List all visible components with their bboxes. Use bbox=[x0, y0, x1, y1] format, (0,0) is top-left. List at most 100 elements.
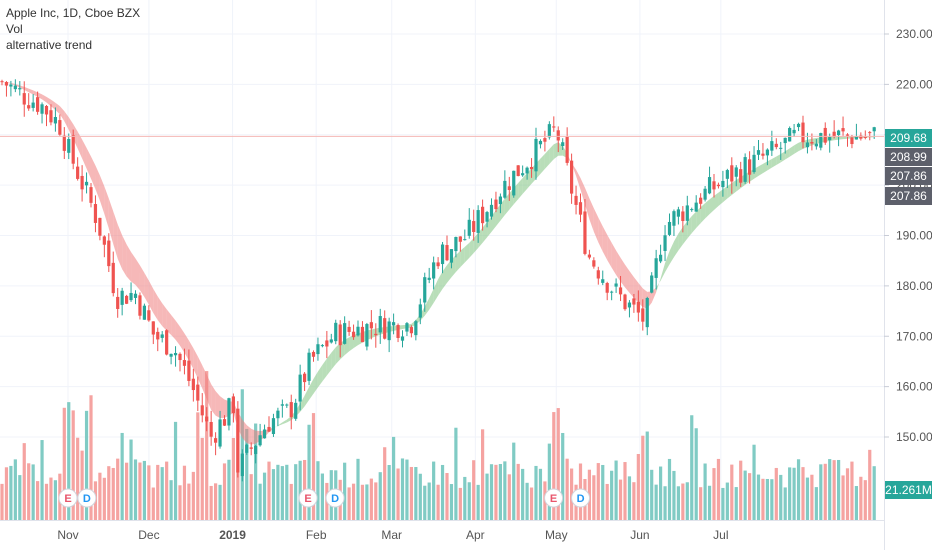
trend-band-segment bbox=[464, 242, 470, 263]
candle-body bbox=[40, 104, 44, 114]
volume-bar bbox=[392, 436, 396, 520]
candle-body bbox=[98, 217, 102, 236]
x-tick-label: Jun bbox=[630, 528, 649, 542]
time-axis: Nov Dec 2019 Feb Mar Apr May Jun Jul bbox=[57, 528, 728, 542]
candle-body bbox=[730, 165, 734, 182]
trend-band-segment bbox=[771, 156, 777, 168]
candle-body bbox=[400, 336, 405, 341]
volume-bar bbox=[200, 437, 204, 520]
volume-bar bbox=[245, 428, 249, 520]
candle-body bbox=[383, 318, 387, 339]
volume-bar bbox=[169, 480, 173, 520]
trend-band-segment bbox=[104, 186, 109, 229]
volume-badge-bg bbox=[885, 481, 932, 499]
price-label-2: 208.99 bbox=[890, 150, 927, 164]
candle-body bbox=[303, 373, 307, 383]
symbol-title[interactable]: Apple Inc, 1D, Cboe BZX bbox=[6, 6, 141, 20]
candle-body bbox=[196, 384, 200, 401]
volume-bar bbox=[481, 429, 485, 520]
x-tick-label: May bbox=[545, 528, 568, 542]
volume-bar bbox=[84, 410, 89, 520]
candle-body bbox=[859, 135, 863, 139]
trend-band-segment bbox=[135, 258, 140, 291]
trend-band-segment bbox=[211, 384, 216, 416]
volume-bar bbox=[262, 472, 267, 520]
candle-body bbox=[298, 374, 302, 402]
volume-bar bbox=[111, 467, 115, 520]
candle-body bbox=[805, 142, 810, 148]
trend-band-segment bbox=[522, 173, 528, 194]
candle-body bbox=[529, 166, 534, 170]
volume-bar bbox=[173, 421, 178, 520]
candle-body bbox=[169, 353, 173, 357]
indicator-vol[interactable]: Vol bbox=[6, 22, 23, 36]
candle-body bbox=[819, 133, 823, 148]
candle-body bbox=[249, 447, 253, 449]
trend-band-segment bbox=[326, 352, 332, 376]
candle-body bbox=[578, 202, 583, 215]
candle-body bbox=[142, 305, 146, 320]
trend-band-segment bbox=[322, 358, 327, 382]
trend-band-segment bbox=[433, 279, 439, 303]
candle-body bbox=[681, 211, 685, 222]
candle-body bbox=[418, 304, 422, 318]
x-tick-label: Dec bbox=[138, 528, 159, 542]
trend-band-segment bbox=[184, 333, 189, 361]
trend-band-segment bbox=[206, 374, 212, 410]
x-tick-label: Feb bbox=[306, 528, 327, 542]
trend-band-segment bbox=[64, 111, 69, 130]
candle-body bbox=[543, 138, 547, 142]
candle-body bbox=[236, 408, 240, 473]
trend-band-segment bbox=[166, 309, 172, 335]
volume-bar bbox=[71, 410, 75, 520]
volume-bar bbox=[271, 469, 276, 520]
candle-body bbox=[810, 141, 814, 144]
volume-bar bbox=[316, 461, 320, 520]
y-tick-label: 170.00 bbox=[896, 329, 932, 343]
trend-band-segment bbox=[68, 117, 74, 140]
volume-bar bbox=[512, 442, 516, 520]
volume-bar bbox=[187, 483, 191, 520]
volume-bar bbox=[783, 487, 787, 520]
candle-body bbox=[521, 173, 525, 176]
candle-body bbox=[280, 404, 284, 406]
trend-band-segment bbox=[429, 288, 434, 310]
candle-body bbox=[254, 445, 258, 455]
candle-body bbox=[405, 323, 409, 332]
trend-band-segment bbox=[19, 85, 25, 90]
volume-bar bbox=[623, 462, 627, 520]
candle-body bbox=[116, 296, 120, 309]
candle-body bbox=[552, 126, 556, 128]
candle-body bbox=[467, 219, 471, 236]
volume-bar bbox=[618, 479, 623, 520]
candle-body bbox=[748, 159, 752, 175]
candle-body bbox=[120, 290, 124, 305]
volume-bar bbox=[788, 467, 792, 520]
candle-body bbox=[614, 283, 618, 287]
trend-band-segment bbox=[148, 280, 154, 314]
x-tick-label: Apr bbox=[466, 528, 485, 542]
candle-body bbox=[503, 180, 507, 198]
volume-bar bbox=[343, 462, 347, 520]
candle-body bbox=[320, 345, 324, 347]
volume-bar bbox=[805, 477, 810, 520]
trend-band-segment bbox=[220, 396, 225, 418]
candle-body bbox=[129, 292, 133, 301]
trend-band-segment bbox=[589, 198, 594, 232]
candle-body bbox=[458, 236, 462, 242]
candle-body bbox=[783, 137, 787, 144]
volume-bar bbox=[4, 467, 9, 520]
volume-bar bbox=[814, 487, 818, 520]
indicator-alternative-trend[interactable]: alternative trend bbox=[6, 38, 93, 52]
candle-body bbox=[258, 435, 262, 446]
event-label: D bbox=[83, 493, 91, 505]
trend-band-segment bbox=[251, 428, 256, 445]
candle-body bbox=[796, 123, 801, 128]
volume-bar bbox=[614, 460, 618, 520]
trend-band-segment bbox=[42, 94, 47, 103]
volume-bar bbox=[249, 474, 253, 520]
candle-body bbox=[636, 301, 640, 313]
volume-bar bbox=[841, 475, 845, 520]
volume-bar bbox=[432, 461, 436, 520]
